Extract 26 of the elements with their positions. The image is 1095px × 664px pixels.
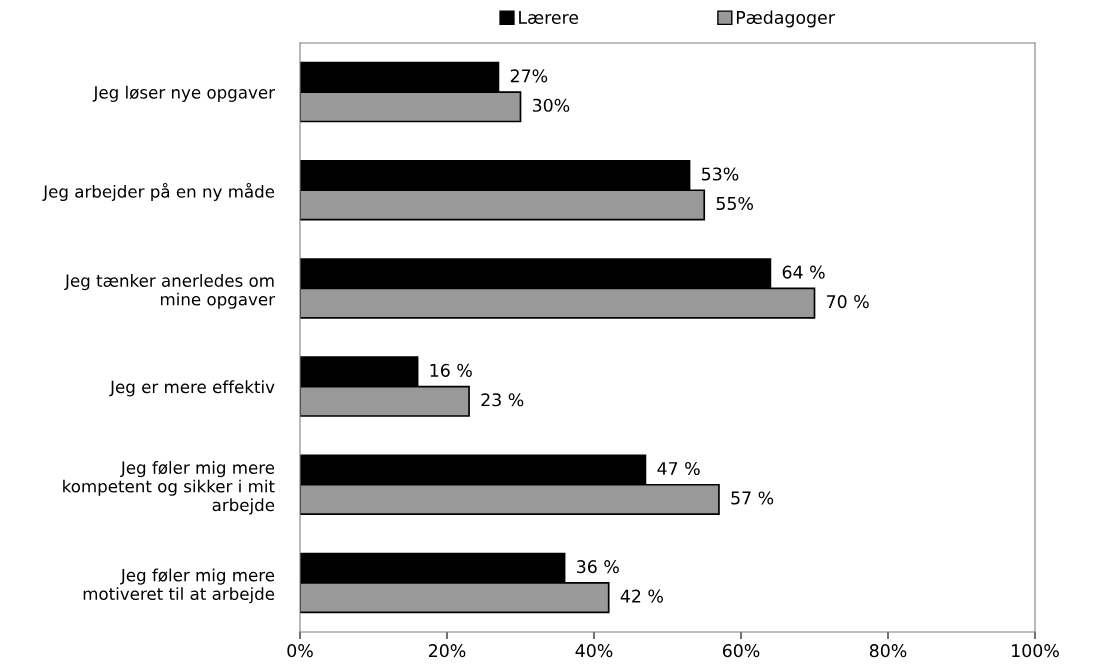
data-label: 70 % (827, 295, 869, 309)
data-label: 27% (510, 69, 548, 83)
x-tick-label: 100% (1012, 644, 1059, 658)
data-label: 57 % (731, 491, 774, 505)
data-label: 23 % (481, 393, 524, 407)
data-label: 47 % (657, 461, 700, 476)
data-label: 36 % (577, 560, 619, 574)
y-tick-label: Jeg føler mig mere motiveret til at arbejde (83, 568, 275, 604)
y-tick-label: Jeg er mere effektiv (109, 380, 275, 397)
data-label: 64 % (782, 265, 825, 279)
legend-label: Pædagoger (736, 10, 835, 28)
data-label: 53% (702, 167, 739, 181)
x-tick-label: 60% (722, 644, 760, 658)
y-tick-label: Jeg tænker anerledes om mine opgaver (64, 274, 275, 309)
data-label: 42 % (620, 589, 663, 603)
x-tick-label: 40% (575, 644, 613, 658)
y-tick-label: Jeg arbejder på en ny måde (42, 182, 275, 202)
y-tick-label: Jeg løser nye opgaver (92, 85, 275, 102)
x-tick-label: 20% (428, 644, 466, 658)
legend-label: Lærere (519, 11, 579, 25)
y-tick-label: Jeg føler mig mere kompetent og sikker i mit arbejde (63, 461, 275, 515)
data-label: 30% (532, 98, 570, 112)
data-label: 55% (716, 196, 753, 211)
x-tick-label: 0% (287, 644, 313, 658)
x-tick-label: 80% (869, 644, 907, 658)
data-label: 16 % (430, 363, 472, 377)
